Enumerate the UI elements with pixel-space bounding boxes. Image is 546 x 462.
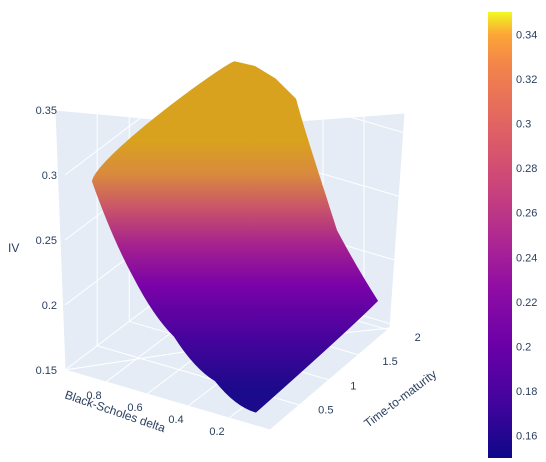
colorbar-tick-label: 0.24 <box>516 252 537 264</box>
z-tick-label: 0.2 <box>42 300 57 312</box>
z-tick-label: 0.3 <box>42 170 57 182</box>
iv-surface <box>91 61 379 413</box>
gridline-iv <box>64 72 406 176</box>
z-tick-label: 0.35 <box>36 105 57 117</box>
z-tick-label: 0.15 <box>36 365 57 377</box>
x-tick-label: 0.2 <box>209 426 224 438</box>
z-axis-title: IV <box>8 241 19 255</box>
colorbar-tick-label: 0.28 <box>516 163 537 175</box>
y-tick-label: 1.5 <box>382 356 397 368</box>
surface-patch <box>91 61 379 413</box>
colorbar-ticks: 0.34 0.32 0.3 0.28 0.26 0.24 0.22 0.2 0.18 0.16 <box>516 29 537 442</box>
colorbar-tick-label: 0.34 <box>516 29 537 41</box>
y-axis-title: Time-to-maturity <box>361 367 439 430</box>
x-tick-label: 0.4 <box>168 414 183 426</box>
axis-ticks: 0.15 0.2 0.25 0.3 0.35 0.8 0.6 0.4 0.2 0.5 1 1.5 2 <box>36 105 421 438</box>
z-tick-label: 0.25 <box>36 235 57 247</box>
y-tick-label: 0.5 <box>318 405 333 417</box>
colorbar-tick-label: 0.3 <box>516 119 531 131</box>
colorbar-tick-label: 0.32 <box>516 74 537 86</box>
y-tick-label: 2 <box>415 332 421 344</box>
colorbar <box>488 12 512 458</box>
colorbar-tick-label: 0.18 <box>516 386 537 398</box>
colorbar-tick-label: 0.2 <box>516 342 531 354</box>
colorbar-tick-label: 0.22 <box>516 297 537 309</box>
x-tick-label: 0.6 <box>127 402 142 414</box>
colorbar-tick-label: 0.26 <box>516 208 537 220</box>
colorbar-tick-label: 0.16 <box>516 431 537 443</box>
x-tick-label: 0.8 <box>86 390 101 402</box>
y-tick-label: 1 <box>350 380 356 392</box>
gridline-iv <box>64 7 406 111</box>
